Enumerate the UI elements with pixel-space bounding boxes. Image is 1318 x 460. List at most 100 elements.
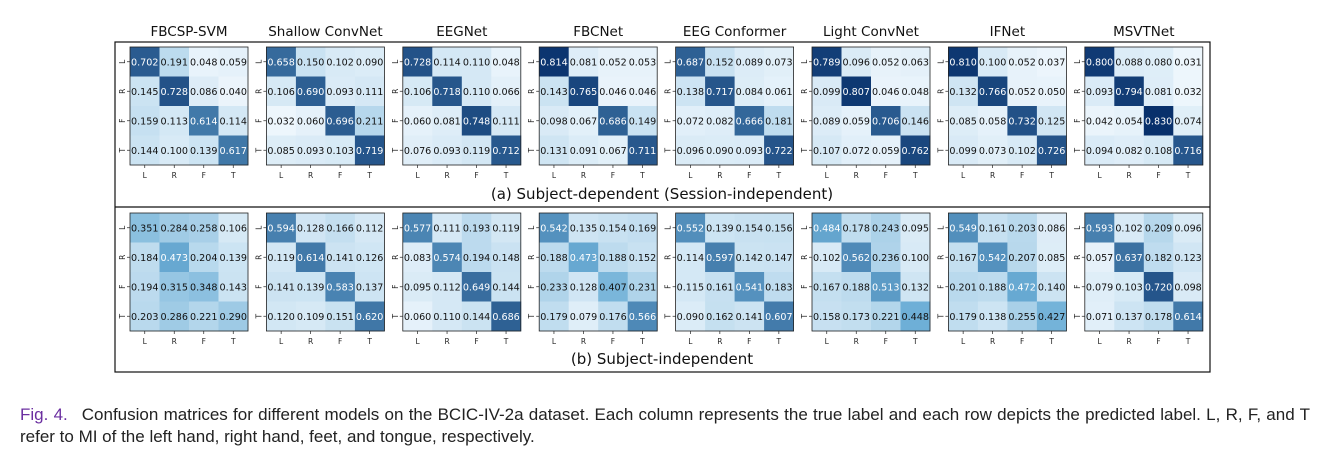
x-tick-label: L <box>1097 171 1102 180</box>
x-tick-label: R <box>854 171 859 180</box>
cell-value-label: 0.080 <box>1145 57 1172 68</box>
cell-value-label: 0.079 <box>570 312 597 323</box>
heatmap-cell <box>977 242 1008 273</box>
cell-value-label: 0.110 <box>463 87 490 98</box>
x-tick-label: L <box>688 337 693 346</box>
heatmap-cell <box>812 106 842 136</box>
heatmap-cell <box>1173 135 1204 166</box>
cell-value-label: 0.119 <box>463 146 490 157</box>
matrix-border <box>129 46 249 166</box>
heatmap-cell <box>491 242 522 273</box>
y-tick-label: F <box>936 285 945 289</box>
cell-value-label: 0.593 <box>1086 223 1113 234</box>
heatmap-cell <box>189 76 219 107</box>
cell-value-label: 0.221 <box>872 312 899 323</box>
cell-value-label: 0.728 <box>404 57 431 68</box>
cell-value-label: 0.099 <box>813 87 840 98</box>
cell-value-label: 0.182 <box>1145 253 1172 264</box>
heatmap-cell <box>871 272 901 302</box>
heatmap-cell <box>812 213 842 243</box>
cell-value-label: 0.719 <box>356 146 383 157</box>
cell-value-label: 0.054 <box>1115 116 1142 127</box>
heatmap-cell <box>1007 242 1038 273</box>
cell-value-label: 0.541 <box>736 282 763 293</box>
heatmap-cell <box>1173 106 1204 136</box>
heatmap-cell <box>218 301 249 332</box>
cell-value-label: 0.093 <box>1086 87 1113 98</box>
heatmap-cell <box>812 135 842 166</box>
heatmap-cell <box>675 213 706 243</box>
cell-value-label: 0.046 <box>872 87 899 98</box>
heatmap-cell <box>1036 76 1067 107</box>
cell-value-label: 0.089 <box>736 57 763 68</box>
x-tick-label: T <box>912 337 918 346</box>
cell-value-label: 0.081 <box>570 57 597 68</box>
heatmap-cell <box>1036 213 1067 243</box>
heatmap-cell <box>948 301 979 332</box>
matrix-border <box>1084 46 1204 166</box>
cell-value-label: 0.144 <box>463 312 490 323</box>
cell-value-label: 0.159 <box>131 116 158 127</box>
heatmap-cell <box>354 106 385 136</box>
cell-value-label: 0.614 <box>190 116 217 127</box>
heatmap-cell <box>1173 76 1204 107</box>
cell-value-label: 0.139 <box>220 253 247 264</box>
cell-value-label: 0.718 <box>433 87 460 98</box>
heatmap-cell <box>354 242 385 273</box>
heatmap-cell <box>871 242 901 273</box>
cell-value-label: 0.095 <box>404 282 431 293</box>
y-tick-label: F <box>800 119 809 123</box>
heatmap-cell <box>189 301 219 332</box>
x-tick-label: L <box>961 337 966 346</box>
x-tick-label: T <box>366 337 372 346</box>
heatmap-cell <box>1114 301 1145 332</box>
heatmap-cell <box>977 213 1008 243</box>
matrix-border <box>811 46 931 166</box>
cell-value-label: 0.712 <box>492 146 519 157</box>
heatmap-cell <box>461 301 492 332</box>
x-tick-label: R <box>581 337 586 346</box>
cell-value-label: 0.814 <box>540 57 567 68</box>
heatmap-cell <box>1084 76 1115 107</box>
heatmap-cell <box>402 106 433 136</box>
y-tick-label: L <box>800 225 809 230</box>
x-tick-label: F <box>474 337 478 346</box>
heatmap-cell <box>130 301 160 332</box>
cell-value-label: 0.095 <box>902 223 929 234</box>
cell-value-label: 0.594 <box>267 223 294 234</box>
x-tick-label: L <box>688 171 693 180</box>
cell-value-label: 0.711 <box>629 146 656 157</box>
cell-value-label: 0.597 <box>706 253 733 264</box>
model-title: Light ConvNet <box>823 24 919 40</box>
y-tick-label: L <box>1073 225 1082 230</box>
y-tick-label: R <box>664 89 673 94</box>
heatmap-cell <box>900 301 931 332</box>
cell-value-label: 0.060 <box>404 116 431 127</box>
cell-value-label: 0.286 <box>161 312 188 323</box>
matrix-border <box>402 212 522 332</box>
heatmap-cell <box>325 242 356 273</box>
y-tick-label: T <box>527 314 536 320</box>
cell-value-label: 0.132 <box>949 87 976 98</box>
heatmap-cell <box>812 76 842 107</box>
heatmap-cell <box>402 135 433 166</box>
y-tick-label: L <box>391 225 400 230</box>
x-tick-label: F <box>884 337 888 346</box>
confusion-matrix: 0.687 0.152 0.089 0.073 0.138 0.717 0.084 0.061… <box>664 46 794 180</box>
x-tick-label: R <box>444 337 449 346</box>
y-tick-label: T <box>391 148 400 154</box>
cell-value-label: 0.204 <box>190 253 217 264</box>
x-tick-label: T <box>230 337 236 346</box>
cell-value-label: 0.139 <box>297 282 324 293</box>
cell-value-label: 0.765 <box>570 87 597 98</box>
heatmap-cell <box>871 47 901 77</box>
x-tick-label: L <box>279 171 284 180</box>
heatmap-cell <box>598 213 629 243</box>
y-tick-label: R <box>1073 89 1082 94</box>
x-tick-label: L <box>961 171 966 180</box>
confusion-matrix: 0.552 0.139 0.154 0.156 0.114 0.597 0.142 0.147… <box>664 212 794 346</box>
y-tick-label: R <box>118 89 127 94</box>
heatmap-cell <box>1173 242 1204 273</box>
cell-value-label: 0.152 <box>706 57 733 68</box>
heatmap-cell <box>491 301 522 332</box>
